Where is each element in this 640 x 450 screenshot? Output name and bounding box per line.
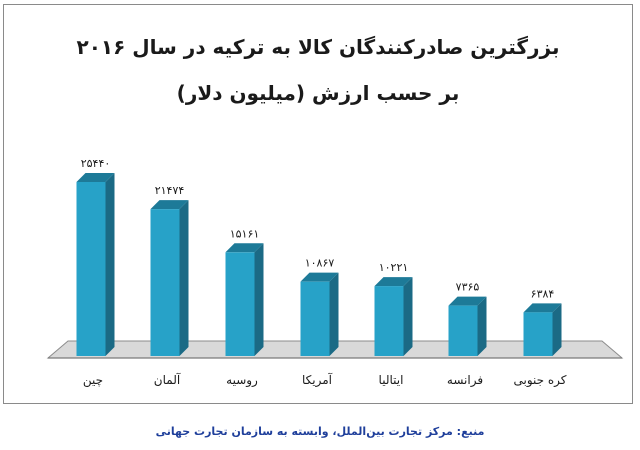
data-label: ۱۵۱۶۱ xyxy=(230,227,260,240)
bar-top xyxy=(374,277,413,287)
data-label: ۷۳۶۵ xyxy=(456,281,480,294)
x-tick-label: آمریکا xyxy=(302,372,333,388)
x-tick-label: روسیه xyxy=(226,373,258,388)
chart-title-line-2: بر حسب ارزش (میلیون دلار) xyxy=(176,81,460,105)
data-label: ۱۰۸۶۷ xyxy=(305,257,335,270)
bar-side xyxy=(552,303,562,356)
bar-side xyxy=(477,296,487,356)
chart-title-line-1: بزرگترین صادرکنندگان کالا به ترکیه در سا… xyxy=(76,35,560,59)
bar-top xyxy=(225,243,264,253)
bar-top xyxy=(448,296,487,306)
bar-top xyxy=(76,173,115,182)
bar-top xyxy=(523,303,562,313)
bar-side xyxy=(329,272,339,356)
bar-side xyxy=(105,173,115,356)
x-tick-label: چین xyxy=(83,373,103,388)
data-label: ۶۳۸۴ xyxy=(531,287,555,300)
x-tick-label: فرانسه xyxy=(447,373,483,388)
bar xyxy=(76,182,106,356)
x-tick-label: آلمان xyxy=(154,372,181,387)
data-label: ۱۰۲۲۱ xyxy=(379,261,409,274)
bar xyxy=(374,286,404,356)
bar xyxy=(225,252,255,356)
bar xyxy=(150,209,180,356)
bar xyxy=(523,312,553,356)
x-tick-label: ایتالیا xyxy=(379,373,404,387)
bar-top xyxy=(300,272,339,282)
bar-side xyxy=(403,277,413,356)
bar-side xyxy=(179,200,189,356)
bar xyxy=(448,305,478,356)
x-tick-label: کره جنوبی xyxy=(513,373,566,388)
bar-top xyxy=(150,200,189,210)
data-label: ۲۱۴۷۴ xyxy=(155,184,185,197)
bar-side xyxy=(254,243,264,356)
source-note: منبع: مرکز تجارت بین‌الملل، وابسته به سا… xyxy=(155,425,485,438)
bar xyxy=(300,281,330,356)
data-label: ۲۵۴۴۰ xyxy=(81,157,111,170)
